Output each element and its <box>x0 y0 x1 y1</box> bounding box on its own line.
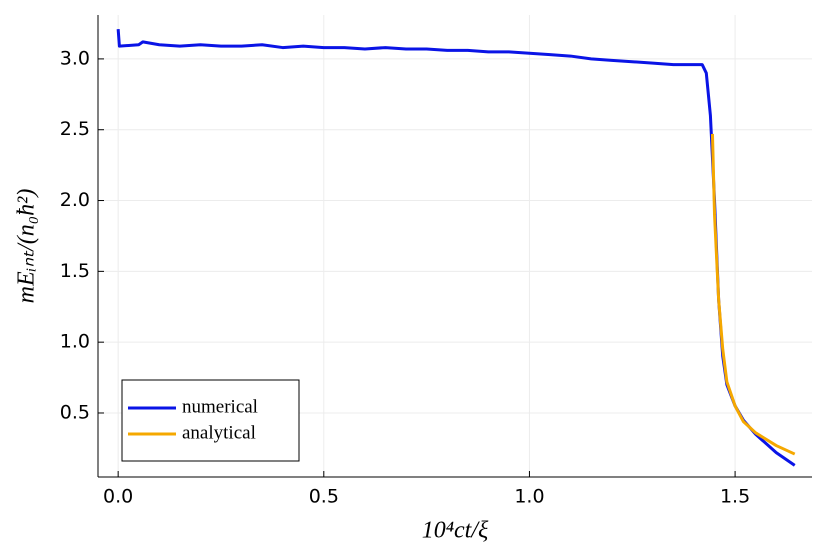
line-series <box>710 133 796 456</box>
y-tick-label: 2.5 <box>60 118 90 140</box>
x-axis-label: 10⁴ct/ξ <box>422 518 489 544</box>
y-tick-label: 2.0 <box>60 189 90 211</box>
legend-box <box>121 379 300 462</box>
legend-label: analytical <box>182 422 256 443</box>
y-tick-label: 3.0 <box>60 47 90 69</box>
x-tick-label: 0.0 <box>103 486 133 508</box>
y-axis-label: mEᵢₙₜ/(n₀ħ²) <box>14 189 40 304</box>
x-tick-label: 1.0 <box>514 486 544 508</box>
legend-label: numerical <box>182 396 258 417</box>
y-tick-label: 0.5 <box>60 401 90 423</box>
y-tick-label: 1.5 <box>60 260 90 282</box>
y-tick-label: 1.0 <box>60 331 90 353</box>
x-tick-label: 0.5 <box>309 486 339 508</box>
x-tick-label: 1.5 <box>720 486 750 508</box>
